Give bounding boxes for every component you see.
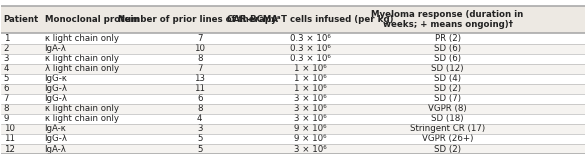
Text: 1 × 10⁶: 1 × 10⁶ [294,74,327,83]
Text: 7: 7 [197,64,202,73]
Text: IgG-λ: IgG-λ [45,94,67,103]
Bar [1,144,585,154]
Text: Myeloma response (duration in
weeks; + means ongoing)†: Myeloma response (duration in weeks; + m… [372,10,524,29]
Text: 12: 12 [4,145,15,154]
Bar [1,54,585,64]
Text: 5: 5 [197,145,202,154]
Text: κ light chain only: κ light chain only [45,34,118,43]
Text: κ light chain only: κ light chain only [45,104,118,113]
Bar [1,104,585,114]
Text: 9: 9 [4,114,9,123]
Text: 9 × 10⁶: 9 × 10⁶ [294,134,327,144]
Text: 1 × 10⁶: 1 × 10⁶ [294,64,327,73]
Text: PR (2): PR (2) [435,34,461,43]
Text: Patient: Patient [4,15,39,24]
Text: 2: 2 [4,44,9,53]
Text: 8: 8 [197,104,202,113]
Bar [1,74,585,84]
Bar [1,6,585,33]
Text: SD (6): SD (6) [434,44,461,53]
Text: SD (2): SD (2) [434,145,461,154]
Text: VGPR (26+): VGPR (26+) [422,134,473,144]
Text: SD (6): SD (6) [434,54,461,63]
Text: 13: 13 [194,74,205,83]
Bar [1,84,585,94]
Text: 6: 6 [4,84,9,93]
Text: 11: 11 [4,134,15,144]
Text: IgG-λ: IgG-λ [45,84,67,93]
Text: 6: 6 [197,94,202,103]
Text: IgA-λ: IgA-λ [45,145,66,154]
Text: 7: 7 [4,94,9,103]
Text: Monoclonal protein: Monoclonal protein [45,15,139,24]
Text: κ light chain only: κ light chain only [45,54,118,63]
Text: SD (7): SD (7) [434,94,461,103]
Text: SD (4): SD (4) [434,74,461,83]
Text: VGPR (8): VGPR (8) [428,104,467,113]
Text: 10: 10 [194,44,205,53]
Text: Number of prior lines of therapyᵃ: Number of prior lines of therapyᵃ [118,15,281,24]
Bar [1,44,585,54]
Text: 5: 5 [4,74,9,83]
Text: SD (2): SD (2) [434,84,461,93]
Text: 3: 3 [4,54,9,63]
Text: 3 × 10⁶: 3 × 10⁶ [294,145,327,154]
Bar [1,134,585,144]
Text: SD (12): SD (12) [431,64,464,73]
Text: IgG-λ: IgG-λ [45,134,67,144]
Bar [1,33,585,44]
Text: IgA-κ: IgA-κ [45,124,66,133]
Bar [1,114,585,124]
Text: SD (18): SD (18) [431,114,464,123]
Text: 3 × 10⁶: 3 × 10⁶ [294,104,327,113]
Text: 0.3 × 10⁶: 0.3 × 10⁶ [290,34,331,43]
Text: 1 × 10⁶: 1 × 10⁶ [294,84,327,93]
Text: 0.3 × 10⁶: 0.3 × 10⁶ [290,54,331,63]
Text: 10: 10 [4,124,15,133]
Text: 5: 5 [197,134,202,144]
Bar [1,64,585,74]
Text: 11: 11 [194,84,205,93]
Text: 8: 8 [4,104,9,113]
Text: 4: 4 [4,64,9,73]
Bar [1,94,585,104]
Text: Stringent CR (17): Stringent CR (17) [410,124,485,133]
Text: CAR-BCMA T cells infused (per kg): CAR-BCMA T cells infused (per kg) [227,15,394,24]
Text: λ light chain only: λ light chain only [45,64,119,73]
Text: 3 × 10⁶: 3 × 10⁶ [294,94,327,103]
Text: IgA-λ: IgA-λ [45,44,66,53]
Text: 3 × 10⁶: 3 × 10⁶ [294,114,327,123]
Text: 1: 1 [4,34,9,43]
Text: 9 × 10⁶: 9 × 10⁶ [294,124,327,133]
Text: 8: 8 [197,54,202,63]
Text: 0.3 × 10⁶: 0.3 × 10⁶ [290,44,331,53]
Bar [1,124,585,134]
Text: κ light chain only: κ light chain only [45,114,118,123]
Text: 3: 3 [197,124,202,133]
Text: IgG-κ: IgG-κ [45,74,67,83]
Text: 7: 7 [197,34,202,43]
Text: 4: 4 [197,114,202,123]
